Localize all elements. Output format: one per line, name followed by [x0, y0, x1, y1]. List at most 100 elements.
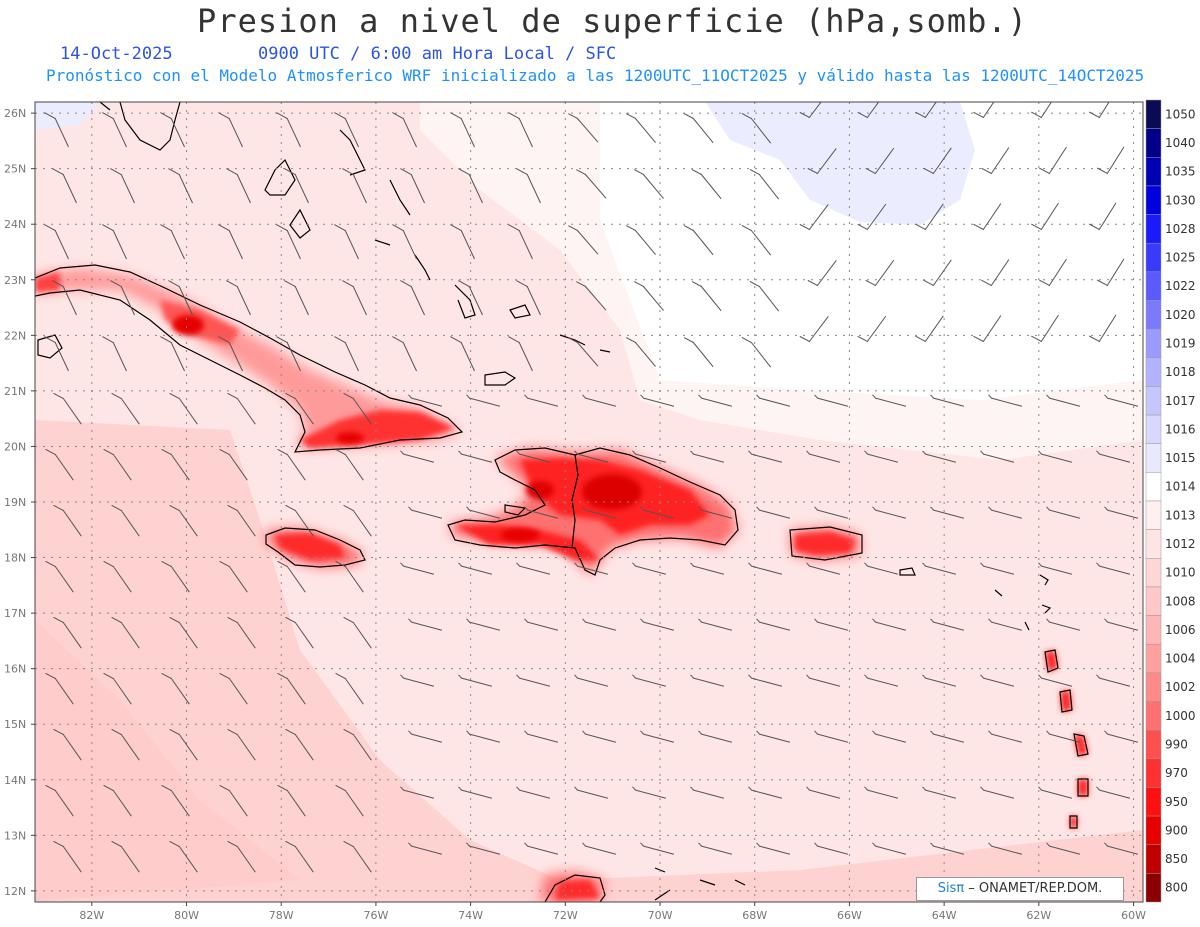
wind-barb [640, 618, 675, 631]
wind-barb [574, 786, 609, 799]
wind-barb [516, 450, 551, 463]
wind-barb [458, 674, 493, 687]
lon-label: 62W [1026, 909, 1051, 922]
wind-barb [1046, 842, 1081, 855]
wind-barb [864, 450, 899, 463]
wind-barb [980, 786, 1015, 799]
wind-barb [864, 674, 899, 687]
wind-barb [400, 450, 435, 463]
wind-barb [698, 842, 733, 855]
wind-barb [806, 786, 841, 799]
wind-barb [400, 562, 435, 575]
wind-barb [988, 730, 1023, 743]
wind-barb [218, 112, 243, 148]
wind-barb [1104, 842, 1139, 855]
wind-barb [334, 224, 359, 260]
wind-barb [1096, 786, 1131, 799]
wind-barb [683, 337, 714, 368]
wind-barb [865, 259, 895, 287]
wind-barb [625, 113, 656, 143]
wind-barb [103, 448, 132, 481]
colorbar-swatch [1145, 414, 1162, 444]
lat-label: 17N [4, 607, 26, 620]
wind-barb [1046, 618, 1081, 631]
wind-barb [582, 394, 617, 407]
colorbar-swatch [1145, 815, 1162, 845]
wind-barb [922, 674, 957, 687]
wind-barb [408, 506, 443, 519]
wind-barb [1031, 202, 1059, 231]
wind-barb [466, 394, 501, 407]
wind-barb [392, 112, 417, 148]
valid-time: 0900 UTC / 6:00 am Hora Local / SFC [258, 44, 617, 64]
wind-barb [857, 203, 887, 231]
wind-barb [524, 506, 559, 519]
wind-barb [285, 392, 314, 425]
colorbar-label: 1016 [1165, 422, 1196, 436]
wind-barb [640, 730, 675, 743]
wind-barb [335, 448, 364, 481]
wind-barb [1031, 314, 1059, 343]
wind-barb [284, 280, 309, 316]
wind-barb [576, 169, 607, 199]
wind-barb [698, 618, 733, 631]
wind-barb [408, 394, 443, 407]
colorbar-label: 1025 [1165, 251, 1196, 265]
wind-barb [284, 168, 309, 204]
wind-barb [632, 786, 667, 799]
wind-barb [915, 315, 944, 343]
wind-barb [749, 169, 780, 200]
wind-barb [227, 728, 256, 761]
model-info: Pronóstico con el Modelo Atmosferico WRF… [46, 66, 1145, 85]
wind-barb [981, 147, 1010, 175]
wind-barb [1039, 258, 1067, 287]
wind-barb [52, 168, 77, 204]
wind-barb [698, 730, 733, 743]
wind-barb [161, 672, 190, 705]
pressure-zone-1008 [35, 620, 300, 902]
colorbar-swatch [1145, 386, 1162, 416]
wind-barb [219, 560, 248, 593]
wind-barb [168, 168, 193, 204]
wind-barb [450, 224, 475, 260]
wind-barb [1088, 202, 1117, 231]
wind-barb [973, 203, 1002, 231]
wind-barb [582, 842, 617, 855]
wind-barb [980, 562, 1015, 575]
colorbar-label: 1022 [1165, 279, 1196, 293]
wind-barb [343, 840, 372, 873]
wind-barb [392, 224, 417, 260]
wind-barb [582, 506, 617, 519]
wind-barb [1038, 786, 1073, 799]
wind-barb [219, 784, 248, 817]
wind-barb [516, 168, 541, 204]
wind-barb [568, 225, 599, 255]
lat-label: 18N [4, 552, 26, 565]
colorbar-label: 1004 [1165, 652, 1196, 666]
wind-barb [408, 730, 443, 743]
wind-barb [1096, 450, 1131, 463]
wind-barb [741, 113, 772, 144]
wind-barb [1104, 618, 1139, 631]
wind-barb [922, 786, 957, 799]
wind-barb [219, 672, 248, 705]
wind-barb [226, 168, 251, 204]
wind-barb [458, 786, 493, 799]
wind-barb [632, 674, 667, 687]
wind-barb [872, 730, 907, 743]
map-title: Presion a nivel de superficie (hPa,somb.… [197, 2, 1028, 40]
colorbar-label: 850 [1165, 852, 1188, 866]
graticule [35, 102, 1143, 902]
lat-label: 25N [4, 163, 26, 176]
colorbar-label: 1000 [1165, 709, 1196, 723]
wind-barb [640, 842, 675, 855]
wind-barb [930, 506, 965, 519]
pressure-colorbar: 1050 1040 1035 1030 1028 1025 1022 1020 1019 1018… [1145, 99, 1196, 903]
colorbar-label: 1010 [1165, 566, 1196, 580]
wind-barb [102, 336, 127, 372]
wind-barb [408, 618, 443, 631]
wind-barb [276, 336, 301, 372]
wind-barb [690, 450, 725, 463]
wind-barb [226, 280, 251, 316]
wind-barb [806, 450, 841, 463]
